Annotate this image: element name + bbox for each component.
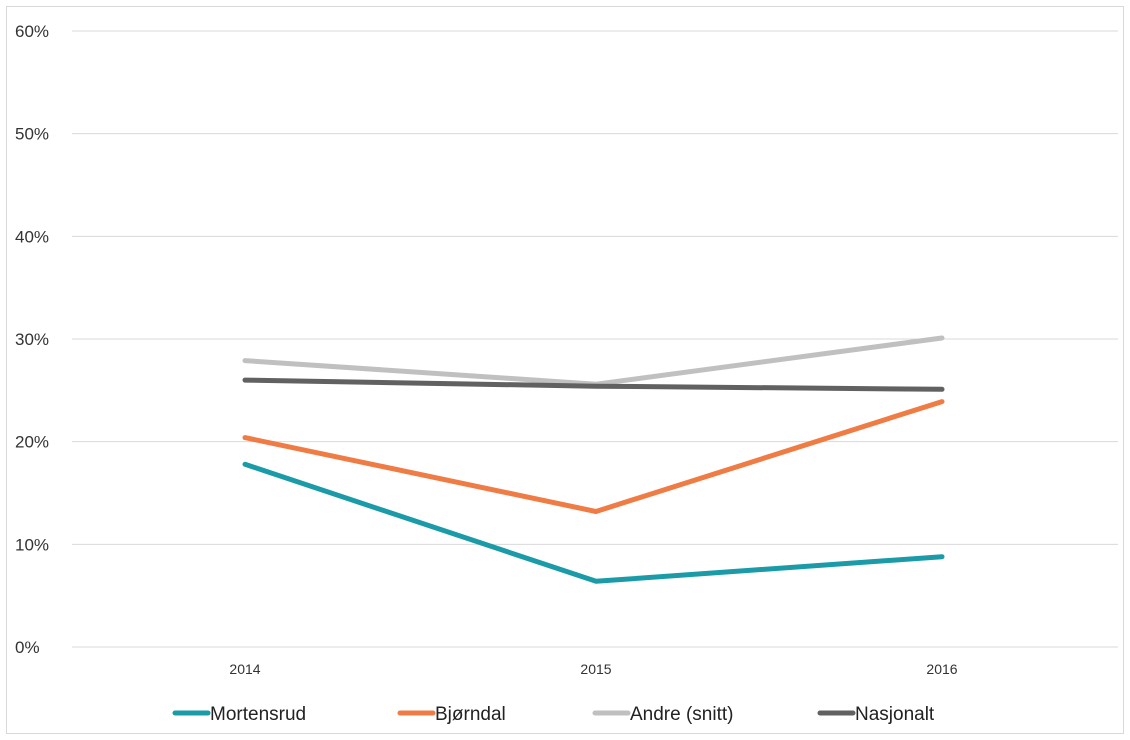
y-tick-label: 20% <box>15 433 49 452</box>
y-tick-label: 0% <box>15 638 40 657</box>
series-line-andre-snitt <box>242 335 945 387</box>
legend-label-mortensrud: Mortensrud <box>210 704 306 725</box>
legend-label-andre-snitt: Andre (snitt) <box>630 704 733 725</box>
y-tick-label: 60% <box>15 22 49 41</box>
x-tick-label: 2016 <box>926 661 957 677</box>
chart-frame <box>6 6 1124 734</box>
y-tick-label: 30% <box>15 330 49 349</box>
y-tick-label: 50% <box>15 125 49 144</box>
legend-label-nasjonalt: Nasjonalt <box>855 704 935 725</box>
legend-label-bj-rndal: Bjørndal <box>435 704 506 725</box>
series-line-bj-rndal <box>242 399 945 514</box>
x-tick-label: 2015 <box>580 661 611 677</box>
series-line-nasjonalt <box>242 377 945 392</box>
x-tick-label: 2014 <box>229 661 260 677</box>
y-tick-label: 10% <box>15 535 49 554</box>
y-tick-label: 40% <box>15 227 49 246</box>
series-line-mortensrud <box>242 461 945 584</box>
